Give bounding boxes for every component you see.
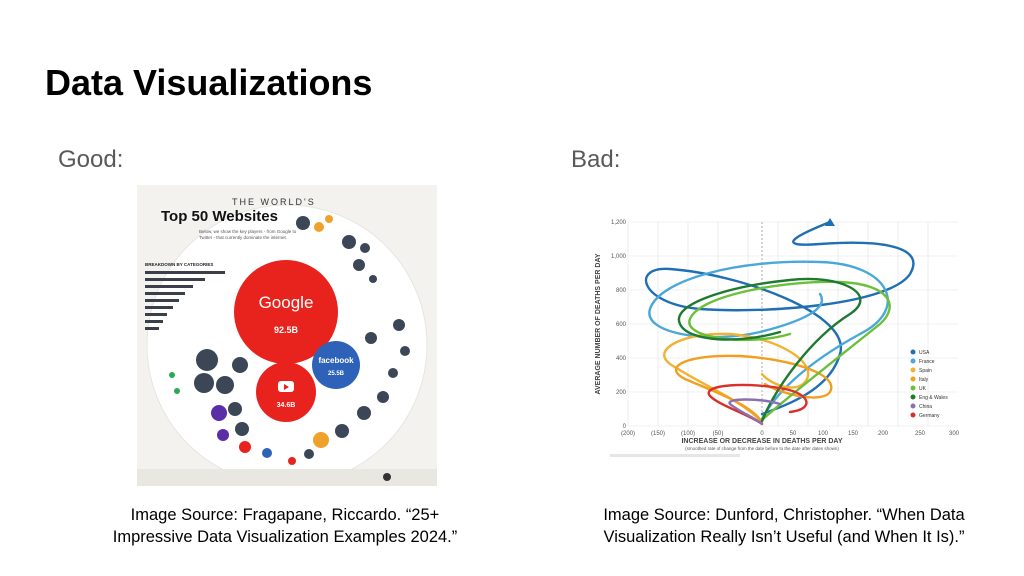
legend-germany: Germany: [919, 413, 940, 419]
country-trajectories: [644, 220, 915, 426]
good-label: Good:: [58, 146, 124, 173]
google-value: 92.5B: [274, 325, 299, 335]
good-heading-small: THE WORLD'S: [232, 197, 316, 207]
y-axis-label: AVERAGE NUMBER OF DEATHS PER DAY: [595, 253, 602, 394]
good-subtitle-1: Below, we show the key players - from Go…: [199, 229, 297, 234]
y-tick-5: 1,000: [611, 254, 627, 260]
legend-spain: Spain: [919, 368, 932, 374]
small-site-bubbles: [169, 215, 410, 465]
x-tick-5: 50: [790, 431, 797, 437]
legend-uk: UK: [919, 386, 927, 392]
y-tick-4: 800: [616, 288, 627, 294]
legend-italy: Italy: [919, 377, 929, 383]
x-tick-6: 100: [818, 431, 829, 437]
facebook-label: facebook: [318, 356, 354, 365]
x-tick-3: (50): [713, 431, 724, 437]
y-tick-3: 600: [616, 322, 627, 328]
good-heading-large: Top 50 Websites: [161, 208, 278, 225]
y-tick-6: 1,200: [611, 220, 627, 226]
good-image-caption: Image Source: Fragapane, Riccardo. “25+ …: [90, 504, 480, 548]
y-tick-1: 200: [616, 390, 627, 396]
facebook-value: 25.5B: [328, 371, 345, 377]
x-tick-7: 150: [848, 431, 859, 437]
bad-image-caption: Image Source: Dunford, Christopher. “Whe…: [574, 504, 994, 548]
bad-caption-line-2: Visualization Really Isn’t Useful (and W…: [603, 528, 965, 546]
y-tick-2: 400: [616, 356, 627, 362]
y-tick-0: 0: [623, 424, 627, 430]
x-axis-label: INCREASE OR DECREASE IN DEATHS PER DAY: [681, 438, 842, 445]
bad-visualization-image: 0 200 400 600 800 1,000 1,200 (200) (150…: [590, 214, 976, 464]
x-tick-9: 250: [915, 431, 926, 437]
bad-caption-line-1: Image Source: Dunford, Christopher. “Whe…: [603, 506, 965, 524]
legend-eng-wales: Eng & Wales: [919, 395, 948, 401]
legend-china: China: [919, 404, 932, 410]
legend: USA France Spain Italy UK Eng & Wales Ch…: [910, 349, 948, 419]
google-label: Google: [259, 293, 314, 312]
google-bubble: [234, 260, 338, 364]
good-caption-line-2: Impressive Data Visualization Examples 2…: [112, 528, 458, 546]
x-tick-8: 200: [878, 431, 889, 437]
x-tick-1: (150): [651, 431, 665, 437]
slide-title: Data Visualizations: [45, 62, 373, 103]
youtube-value: 34.6B: [277, 402, 296, 409]
bad-label: Bad:: [571, 146, 621, 173]
x-tick-10: 300: [949, 431, 960, 437]
breakdown-title: BREAKDOWN BY CATEGORIES: [145, 262, 213, 267]
good-subtitle-2: Twitter - that currently dominate the in…: [199, 235, 287, 240]
good-visualization-image: THE WORLD'S Top 50 Websites Below, we sh…: [137, 185, 437, 486]
legend-usa: USA: [919, 350, 930, 356]
good-caption-line-1: Image Source: Fragapane, Riccardo. “25+: [130, 506, 440, 524]
x-tick-0: (200): [621, 431, 635, 437]
facebook-bubble: [312, 341, 360, 389]
x-tick-2: (100): [681, 431, 695, 437]
x-tick-4: 0: [760, 431, 764, 437]
legend-france: France: [919, 359, 935, 365]
x-axis-sublabel: (smoothed rate of change from the date b…: [685, 446, 839, 451]
